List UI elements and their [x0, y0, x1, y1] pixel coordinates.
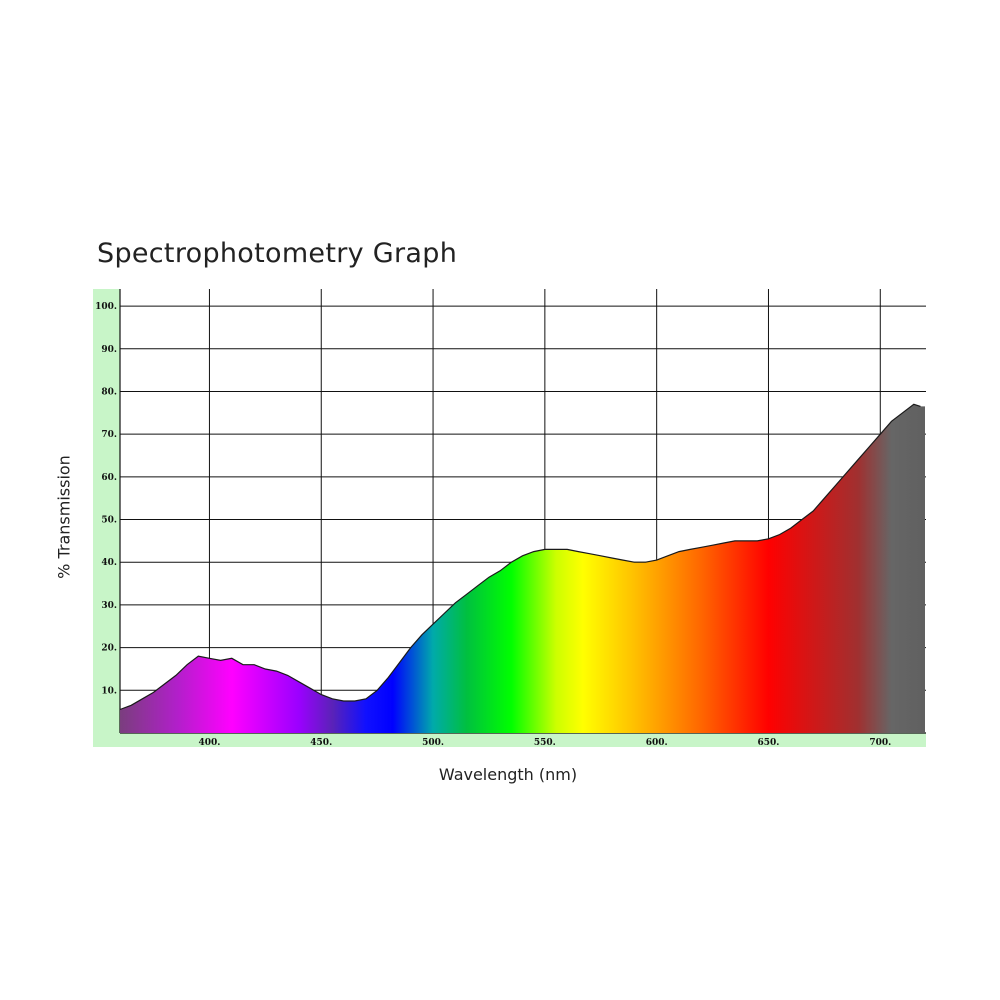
- x-tick-label: 600.: [646, 738, 668, 748]
- y-tick-label: 30.: [101, 601, 117, 611]
- y-tick-label: 70.: [101, 430, 117, 440]
- spectrum-area: [120, 404, 925, 733]
- x-tick-label: 400.: [198, 738, 220, 748]
- y-tick-label: 20.: [101, 644, 117, 654]
- y-tick-label: 50.: [101, 516, 117, 526]
- y-tick-label: 100.: [95, 302, 117, 312]
- transmission-curve: [119, 403, 921, 711]
- x-tick-label: 550.: [534, 738, 556, 748]
- y-tick-label: 40.: [101, 558, 117, 568]
- y-tick-label: 80.: [101, 387, 117, 397]
- x-tick-label: 450.: [310, 738, 332, 748]
- y-tick-label: 10.: [101, 686, 117, 696]
- y-tick-label: 60.: [101, 473, 117, 483]
- x-tick-label: 500.: [422, 738, 444, 748]
- chart-title: Spectrophotometry Graph: [97, 238, 458, 269]
- x-axis-label: Wavelength (nm): [438, 765, 578, 784]
- x-ticks: 400. 450. 500. 550. 600. 650. 700.: [198, 738, 891, 748]
- y-ticks: 10. 20. 30. 40. 50. 60. 70. 80. 90. 100.: [95, 302, 117, 696]
- x-tick-label: 700.: [869, 738, 891, 748]
- x-tick-label: 650.: [758, 738, 780, 748]
- y-tick-label: 90.: [101, 345, 117, 355]
